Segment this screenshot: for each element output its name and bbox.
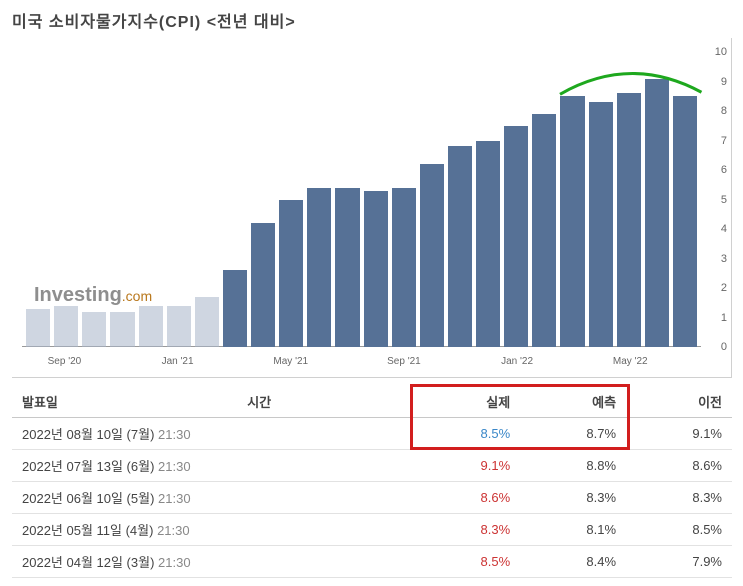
ytick: 7 xyxy=(721,135,727,147)
bar xyxy=(589,102,613,347)
cpi-bar-chart: Investing.com 0 1 2 3 4 5 6 7 8 9 10 Sep '20 Jan '21… xyxy=(12,38,732,378)
bar xyxy=(392,188,416,347)
cell-actual: 8.5% xyxy=(414,418,520,450)
table-row: 2022년 08월 10일 (7월) 21:308.5%8.7%9.1% xyxy=(12,418,732,450)
cell-prev: 8.3% xyxy=(626,482,732,514)
data-table: 발표일 시간 실제 예측 이전 2022년 08월 10일 (7월) 21:30… xyxy=(12,386,732,578)
bar xyxy=(504,126,528,347)
ytick: 5 xyxy=(721,194,727,206)
bar xyxy=(673,96,697,347)
bar xyxy=(307,188,331,347)
bar xyxy=(420,164,444,347)
xtick: Sep '20 xyxy=(48,356,82,367)
xtick: Jan '22 xyxy=(501,356,533,367)
col-actual: 실제 xyxy=(414,386,520,418)
col-prev: 이전 xyxy=(626,386,732,418)
page-title: 미국 소비자물가지수(CPI) <전년 대비> xyxy=(12,8,735,32)
ytick: 3 xyxy=(721,253,727,265)
cell-actual: 8.3% xyxy=(414,514,520,546)
cell-forecast: 8.8% xyxy=(520,450,626,482)
xtick: May '22 xyxy=(613,356,648,367)
cell-actual: 8.6% xyxy=(414,482,520,514)
bar xyxy=(26,309,50,347)
ytick: 8 xyxy=(721,105,727,117)
col-date: 발표일 xyxy=(12,386,237,418)
xtick: Jan '21 xyxy=(162,356,194,367)
ytick: 4 xyxy=(721,223,727,235)
ytick: 2 xyxy=(721,282,727,294)
cell-forecast: 8.1% xyxy=(520,514,626,546)
cell-actual: 8.5% xyxy=(414,546,520,578)
bar xyxy=(645,79,669,347)
bar xyxy=(279,200,303,348)
bar xyxy=(139,306,163,347)
table-row: 2022년 07월 13일 (6월) 21:309.1%8.8%8.6% xyxy=(12,450,732,482)
cell-actual: 9.1% xyxy=(414,450,520,482)
cell-prev: 9.1% xyxy=(626,418,732,450)
bar xyxy=(195,297,219,347)
bar xyxy=(110,312,134,347)
bar xyxy=(223,270,247,347)
bar xyxy=(560,96,584,347)
cell-forecast: 8.7% xyxy=(520,418,626,450)
col-forecast: 예측 xyxy=(520,386,626,418)
bar xyxy=(364,191,388,347)
table-row: 2022년 04월 12일 (3월) 21:308.5%8.4%7.9% xyxy=(12,546,732,578)
cell-date: 2022년 04월 12일 (3월) 21:30 xyxy=(12,546,414,578)
bar xyxy=(335,188,359,347)
ytick: 6 xyxy=(721,164,727,176)
ytick: 9 xyxy=(721,76,727,88)
cell-forecast: 8.3% xyxy=(520,482,626,514)
cell-date: 2022년 08월 10일 (7월) 21:30 xyxy=(12,418,414,450)
bar xyxy=(617,93,641,347)
bar xyxy=(476,141,500,348)
cell-prev: 8.5% xyxy=(626,514,732,546)
cell-date: 2022년 07월 13일 (6월) 21:30 xyxy=(12,450,414,482)
bar xyxy=(82,312,106,347)
cell-prev: 7.9% xyxy=(626,546,732,578)
bar xyxy=(167,306,191,347)
xtick: Sep '21 xyxy=(387,356,421,367)
watermark-logo: Investing.com xyxy=(34,284,152,307)
ytick: 0 xyxy=(721,341,727,353)
table-row: 2022년 05월 11일 (4월) 21:308.3%8.1%8.5% xyxy=(12,514,732,546)
cell-forecast: 8.4% xyxy=(520,546,626,578)
cell-prev: 8.6% xyxy=(626,450,732,482)
cell-date: 2022년 05월 11일 (4월) 21:30 xyxy=(12,514,414,546)
bar xyxy=(532,114,556,347)
cell-date: 2022년 06월 10일 (5월) 21:30 xyxy=(12,482,414,514)
col-time: 시간 xyxy=(237,386,414,418)
bar xyxy=(448,146,472,347)
xtick: May '21 xyxy=(273,356,308,367)
bar xyxy=(54,306,78,347)
table-row: 2022년 06월 10일 (5월) 21:308.6%8.3%8.3% xyxy=(12,482,732,514)
ytick: 1 xyxy=(721,312,727,324)
ytick: 10 xyxy=(715,46,727,58)
bar xyxy=(251,223,275,347)
